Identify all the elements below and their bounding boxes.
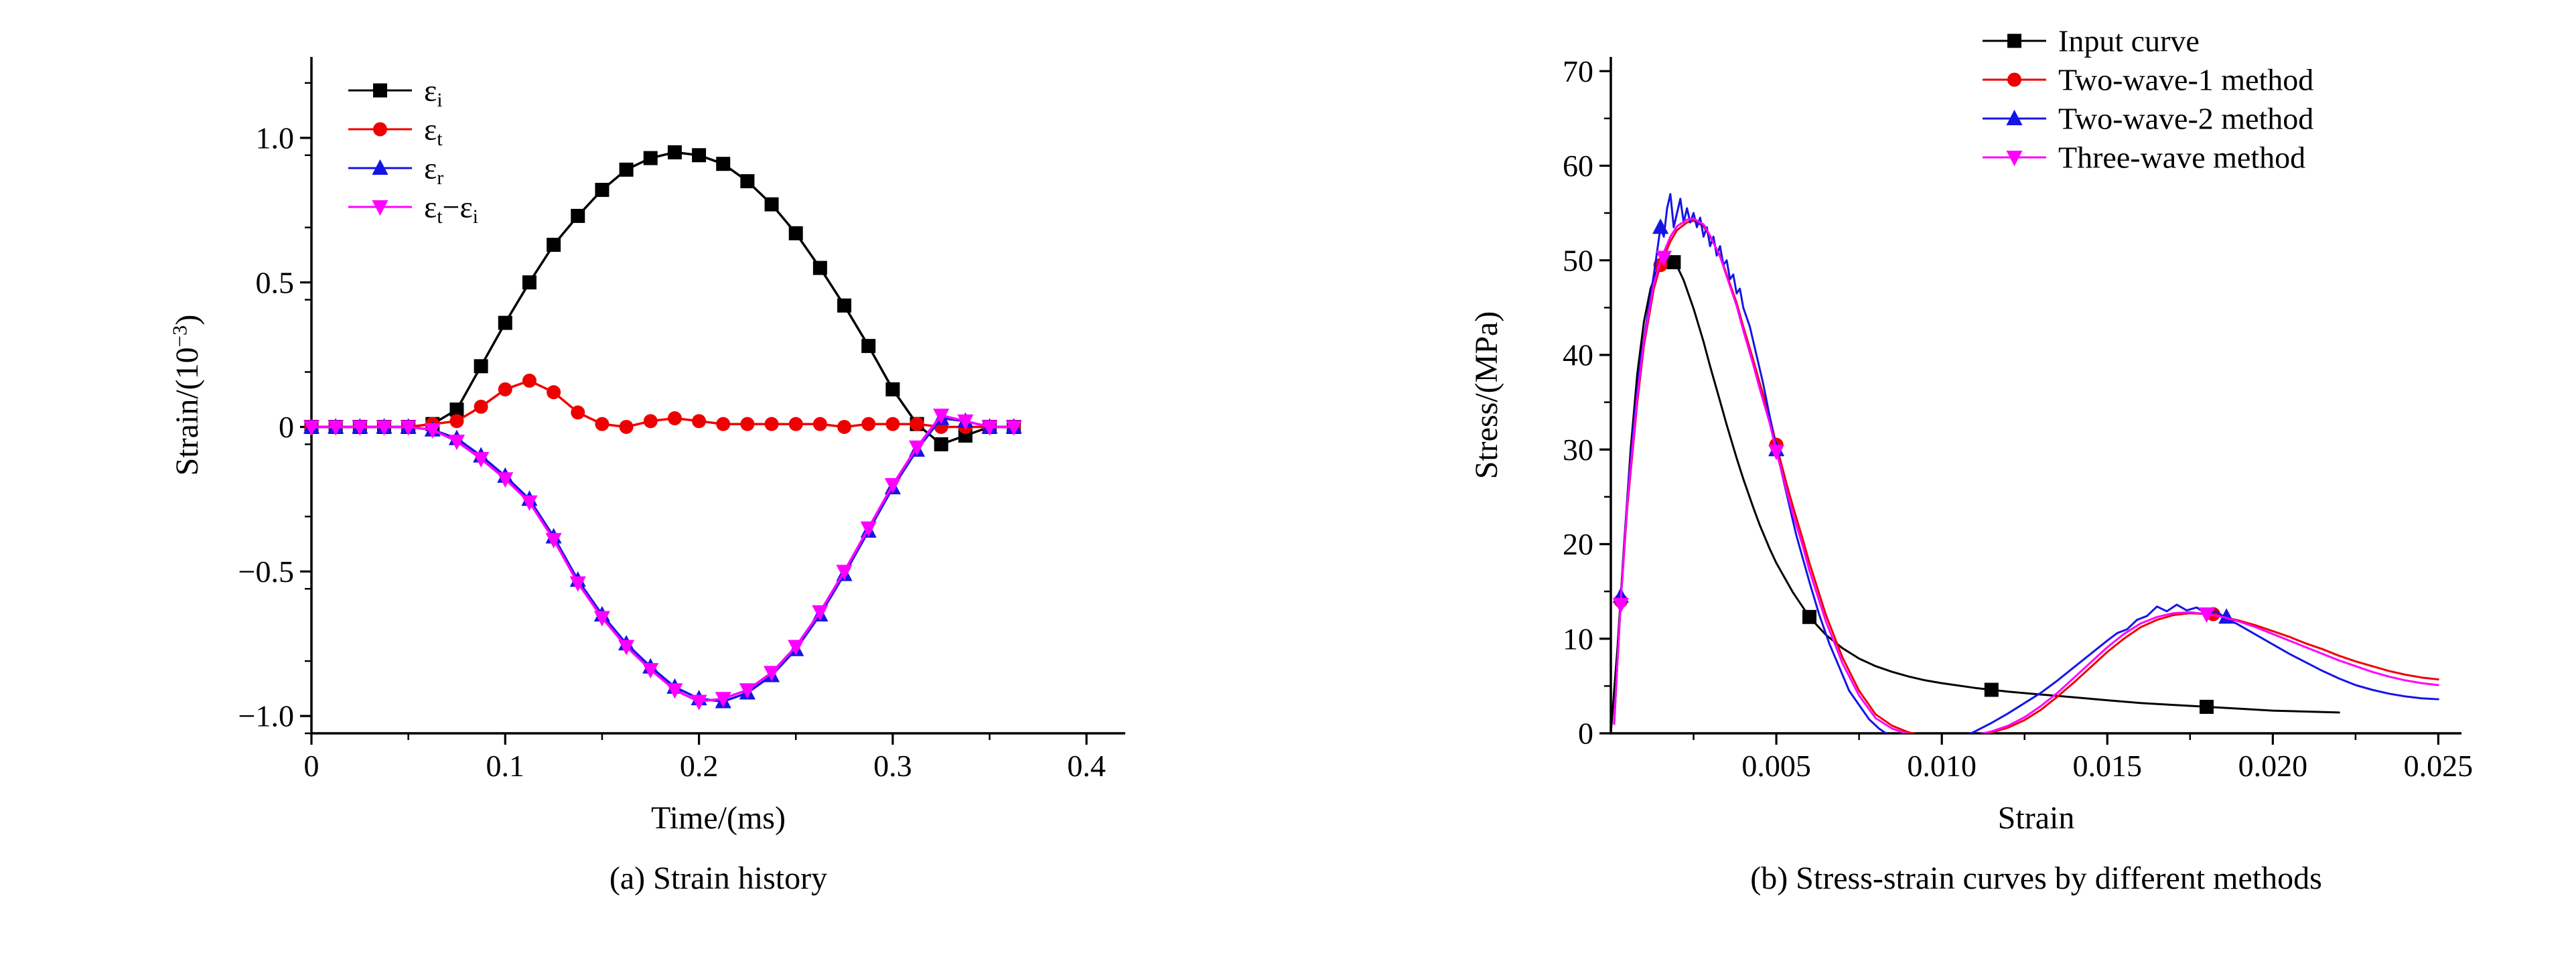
series-three-wave <box>1612 218 2439 733</box>
series-two-wave-2 <box>1612 193 2439 733</box>
legend-item-input-curve: Input curve <box>1983 24 2200 58</box>
legend-label: εr <box>424 151 443 189</box>
x-tick-label: 0.025 <box>2404 749 2474 783</box>
y-tick-label: 20 <box>1563 527 1593 561</box>
y-tick-label: 50 <box>1563 243 1593 277</box>
x-tick-label: 0.020 <box>2238 749 2308 783</box>
series-t-minus-i <box>303 409 1022 711</box>
x-axis: 0 0.1 0.2 0.3 0.4 <box>304 733 1106 783</box>
legend-item-t-minus-i: εt−εi <box>348 190 478 228</box>
stress-strain-chart: 0.005 0.010 0.015 0.020 0.025 0 10 20 30 40 50 60 70… <box>1469 24 2473 836</box>
y-tick-label: 1.0 <box>256 121 295 155</box>
x-tick-label: 0.4 <box>1067 749 1106 783</box>
y-tick-label: 30 <box>1563 433 1593 467</box>
y-tick-label: 10 <box>1563 621 1593 656</box>
y-tick-label: 0.5 <box>256 265 295 299</box>
legend: Input curve Two-wave-1 method Two-wave-2 m… <box>1983 24 2313 175</box>
legend-label: Three-wave method <box>2058 141 2305 175</box>
x-tick-label: 0.3 <box>873 749 912 783</box>
axes: 0 0.1 0.2 0.3 0.4 −1.0 −0.5 0 0.5 1.0 <box>238 57 1125 783</box>
y-axis-title: Stress/(MPa) <box>1469 311 1504 480</box>
y-tick-label: −0.5 <box>238 555 294 589</box>
axes: 0.005 0.010 0.015 0.020 0.025 0 10 20 30 40 50 60 70 <box>1563 54 2473 783</box>
figure-b: 0.005 0.010 0.015 0.020 0.025 0 10 20 30 40 50 60 70… <box>1393 10 2532 897</box>
legend-label: Two-wave-1 method <box>2058 63 2313 97</box>
series-input-curve <box>1609 255 2340 733</box>
y-tick-label: 70 <box>1563 54 1593 88</box>
legend-label: εt <box>424 113 443 150</box>
x-tick-label: 0.005 <box>1741 749 1811 783</box>
legend-label: εt−εi <box>424 190 478 228</box>
x-tick-label: 0.010 <box>1907 749 1977 783</box>
y-tick-label: 0 <box>1578 717 1593 751</box>
legend-label: Input curve <box>2058 24 2200 58</box>
legend-item-reflected: εr <box>348 151 443 189</box>
y-axis: −1.0 −0.5 0 0.5 1.0 <box>238 82 311 735</box>
x-tick-label: 0 <box>304 749 319 783</box>
caption-b: (b) Stress-strain curves by different me… <box>1750 861 2322 896</box>
series-reflected <box>303 409 1022 709</box>
y-axis-title: Strain/(10−3) <box>169 315 205 476</box>
x-tick-label: 0.1 <box>486 749 525 783</box>
x-axis-title: Strain <box>1998 800 2075 836</box>
legend-item-incident: εi <box>348 74 443 111</box>
figure-a: 0 0.1 0.2 0.3 0.4 −1.0 −0.5 0 0.5 1.0 Time/(ms) Str… <box>94 10 1232 897</box>
legend-label: Two-wave-2 method <box>2058 102 2313 136</box>
x-axis: 0.005 0.010 0.015 0.020 0.025 <box>1693 733 2474 783</box>
x-tick-label: 0.2 <box>680 749 719 783</box>
y-tick-label: 40 <box>1563 338 1593 372</box>
legend-item-three-wave: Three-wave method <box>1983 141 2305 175</box>
legend-item-transmitted: εt <box>348 113 443 150</box>
legend-label: εi <box>424 74 443 111</box>
caption-a: (a) Strain history <box>609 861 828 896</box>
legend-item-two-wave-2: Two-wave-2 method <box>1983 102 2313 136</box>
series-two-wave-1 <box>1613 219 2439 733</box>
y-tick-label: 0 <box>279 410 294 444</box>
x-axis-title: Time/(ms) <box>651 800 786 836</box>
y-tick-label: −1.0 <box>238 699 294 733</box>
x-tick-label: 0.015 <box>2072 749 2142 783</box>
series-incident <box>304 145 1021 451</box>
y-axis: 0 10 20 30 40 50 60 70 <box>1563 54 1611 751</box>
strain-history-chart: 0 0.1 0.2 0.3 0.4 −1.0 −0.5 0 0.5 1.0 Time/(ms) Str… <box>169 57 1125 836</box>
legend-item-two-wave-1: Two-wave-1 method <box>1983 63 2313 97</box>
y-tick-label: 60 <box>1563 149 1593 183</box>
